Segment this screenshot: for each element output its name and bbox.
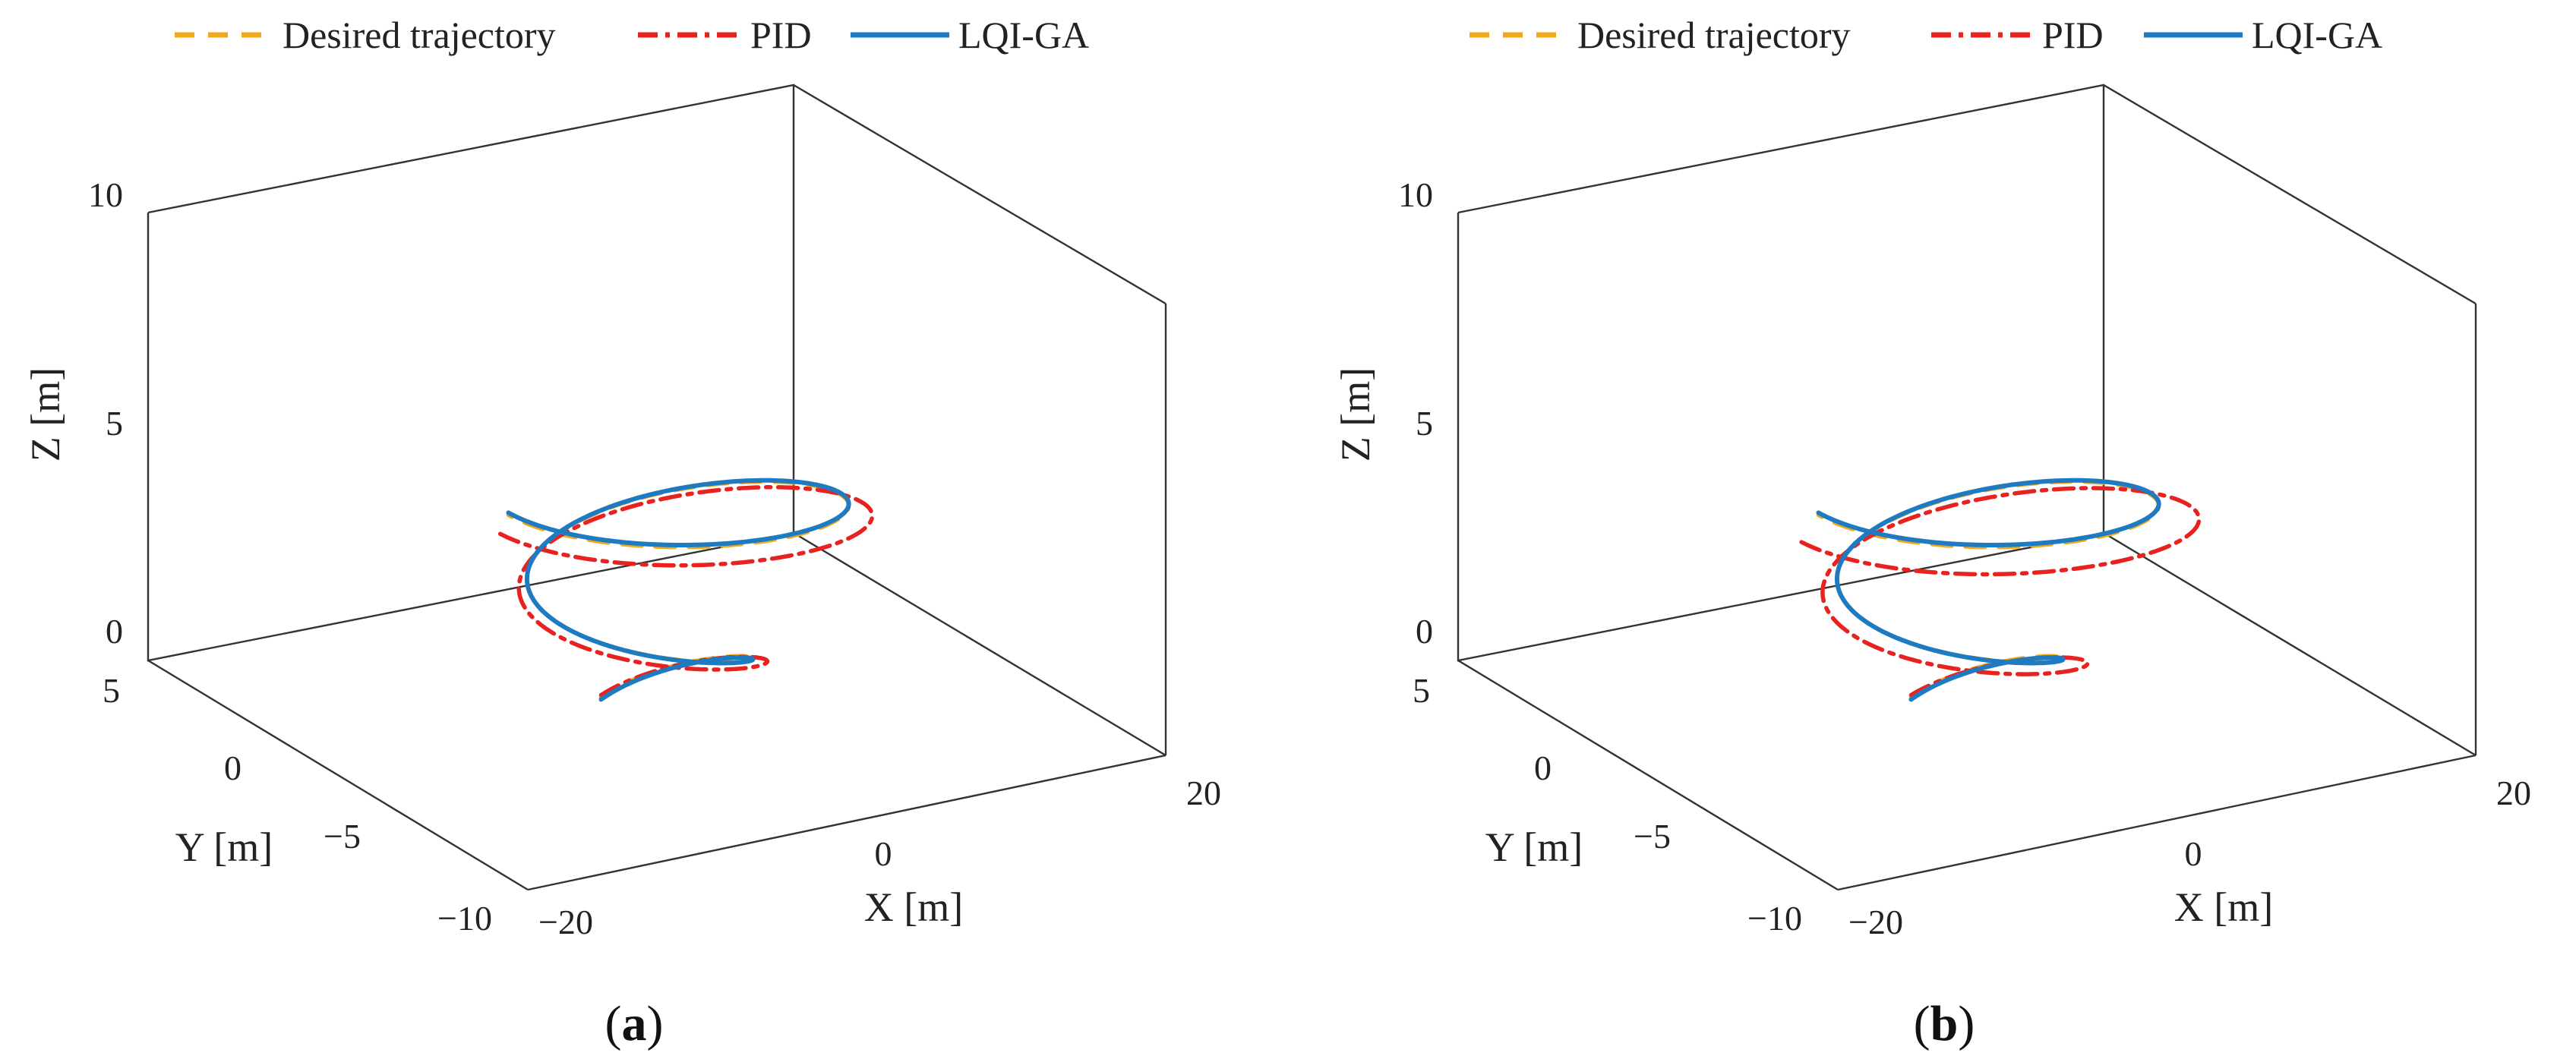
z-axis-label: Z [m] (23, 367, 68, 462)
z-ticks-b: 0 5 10 Z [m] (1333, 175, 1433, 651)
y-tick-label: −10 (437, 899, 492, 938)
series-line-lqi-ga (506, 477, 851, 702)
x-axis-line (527, 754, 1166, 891)
y-tick-label: 0 (224, 749, 242, 787)
panel-caption-b: (b) (1914, 996, 1975, 1051)
x-tick-label: 0 (875, 834, 892, 873)
legend-b: Desired trajectory PID LQI-GA (1470, 14, 2382, 56)
x-tick-label: 20 (2496, 774, 2531, 812)
y-tick-label: 5 (103, 671, 120, 710)
y-axis-line (1457, 659, 1839, 891)
x-axis-label: X [m] (864, 884, 963, 930)
legend-label-pid: PID (2042, 14, 2104, 56)
x-ticks-b: −20 0 20 X [m] (1848, 774, 2531, 941)
z-ticks-a: 0 5 10 Z [m] (23, 175, 123, 651)
axes-box-a (147, 84, 1167, 891)
z-tick-label: 0 (1416, 612, 1433, 651)
y-axis-label: Y [m] (1485, 824, 1583, 870)
x-tick-label: −20 (538, 903, 593, 941)
y-axis-label: Y [m] (175, 824, 273, 870)
z-tick-label: 10 (1398, 175, 1433, 214)
panel-a: Desired trajectory PID LQI-GA 0 5 10 Z [… (23, 14, 1221, 1051)
legend-label-lqi-ga: LQI-GA (958, 14, 1089, 56)
legend-a: Desired trajectory PID LQI-GA (175, 14, 1089, 56)
z-tick-label: 0 (106, 612, 123, 651)
axes-box-b (1457, 84, 2477, 891)
axes-back-frame (147, 84, 795, 662)
legend-label-desired-trajectory: Desired trajectory (1577, 14, 1851, 56)
y-tick-label: 5 (1413, 671, 1430, 710)
axes-edge (793, 84, 1166, 305)
series-layer-b (1796, 477, 2202, 702)
panel-caption-a: (a) (605, 996, 664, 1051)
axes-edge (793, 531, 1166, 757)
x-tick-label: −20 (1848, 903, 1903, 941)
legend-label-pid: PID (750, 14, 812, 56)
series-layer-a (495, 477, 875, 702)
x-tick-label: 0 (2185, 834, 2202, 873)
x-ticks-a: −20 0 20 X [m] (538, 774, 1221, 941)
axes-edge (2103, 84, 2477, 305)
axes-edge (2103, 531, 2477, 757)
panel-b: Desired trajectory PID LQI-GA 0 5 10 Z [… (1333, 14, 2531, 1051)
x-axis-label: X [m] (2174, 884, 2273, 930)
z-tick-label: 5 (1416, 404, 1433, 443)
series-line-pid (1796, 486, 2202, 698)
series-line-lqi-ga (1816, 477, 2161, 702)
series-line-pid (495, 485, 875, 698)
y-tick-label: 0 (1534, 749, 1552, 787)
z-tick-label: 10 (88, 175, 123, 214)
x-tick-label: 20 (1186, 774, 1221, 812)
legend-label-lqi-ga: LQI-GA (2252, 14, 2382, 56)
y-ticks-a: 5 0 −5 −10 Y [m] (103, 671, 492, 938)
legend-label-desired-trajectory: Desired trajectory (283, 14, 556, 56)
y-tick-label: −5 (1634, 817, 1671, 856)
y-ticks-b: 5 0 −5 −10 Y [m] (1413, 671, 1802, 938)
y-axis-line (147, 659, 529, 891)
z-axis-label: Z [m] (1333, 367, 1378, 462)
y-tick-label: −10 (1747, 899, 1802, 938)
y-tick-label: −5 (324, 817, 361, 856)
z-tick-label: 5 (106, 404, 123, 443)
x-axis-line (1837, 754, 2477, 891)
